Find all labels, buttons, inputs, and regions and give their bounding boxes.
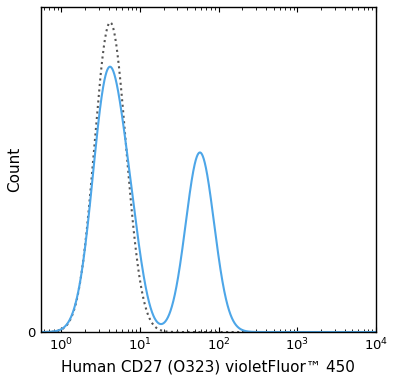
X-axis label: Human CD27 (O323) violetFluor™ 450: Human CD27 (O323) violetFluor™ 450 [61,359,355,374]
Y-axis label: Count: Count [7,147,22,192]
